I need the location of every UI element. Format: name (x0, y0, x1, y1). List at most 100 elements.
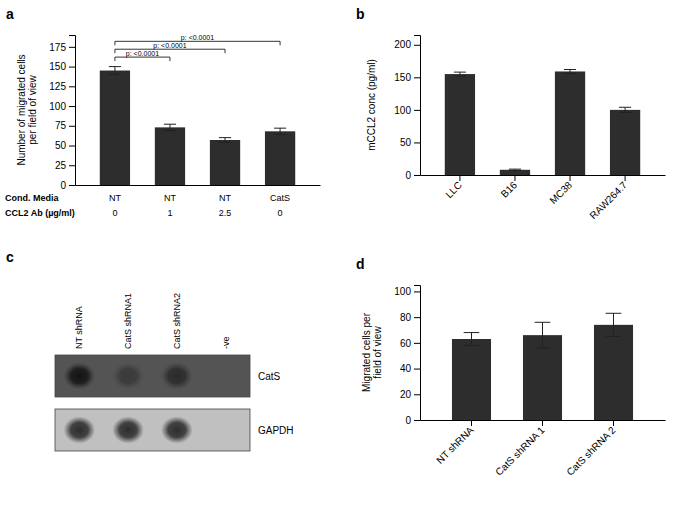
y-tick-mark (414, 45, 420, 46)
bar (100, 71, 130, 185)
error-bar-stem (570, 70, 571, 74)
y-tick: 0 (405, 415, 420, 426)
y-axis: 0 20 40 60 80 100 (394, 286, 420, 426)
y-tick: 100 (49, 101, 75, 112)
lane-label: CatS shRNA2 (172, 293, 182, 349)
error-bar-cap (274, 128, 286, 129)
error-bar (509, 169, 521, 170)
y-tick-label: 125 (49, 81, 66, 92)
y-tick: 175 (49, 42, 75, 53)
table-row-label: Cond. Media (5, 193, 59, 203)
y-tick-label: 150 (394, 72, 411, 83)
y-tick: 20 (400, 389, 420, 400)
x-axis (76, 185, 321, 186)
table-cell: 0 (278, 208, 283, 218)
x-axis-line (76, 185, 321, 186)
marks (445, 70, 640, 175)
y-tick: 80 (400, 312, 420, 323)
y-tick: 0 (405, 170, 420, 181)
y-axis: 050100150200 (394, 36, 420, 181)
band (112, 362, 144, 389)
error-bar-cap (164, 130, 176, 131)
x-tick-mark (459, 175, 460, 181)
y-tick-mark (69, 185, 75, 186)
y-tick-label: 40 (400, 363, 412, 374)
panel: CatSGAPDHNT shRNACatS shRNA1CatS shRNA2-… (55, 293, 294, 451)
error-bar-cap (219, 137, 231, 138)
y-axis-line (414, 36, 421, 176)
error-bar-stem (280, 128, 281, 134)
y-tick-mark (414, 110, 420, 111)
x-tick-label: B16 (499, 179, 520, 200)
error-bar-stem (169, 124, 170, 130)
error-bar-cap (464, 332, 480, 333)
bar (555, 71, 585, 175)
x-tick-label: NT shRNA (434, 424, 476, 466)
y-tick-mark (69, 86, 75, 87)
error-bar (619, 107, 631, 112)
y-tick: 150 (394, 72, 420, 83)
bracket-line (115, 49, 225, 53)
error-bar-stem (459, 72, 460, 76)
y-tick-mark (69, 47, 75, 48)
table-cell: 1 (167, 208, 172, 218)
y-tick-label: 200 (394, 39, 411, 50)
y-tick-mark (414, 142, 420, 143)
y-tick-mark (69, 165, 75, 166)
y-tick: 60 (400, 338, 420, 349)
table-cell: NT (164, 193, 176, 203)
row-label: GAPDH (258, 425, 294, 436)
y-tick: 40 (400, 363, 420, 374)
panel-label: c (6, 249, 14, 265)
significance-bracket: p: <0.0001 (115, 42, 225, 54)
bar (265, 131, 295, 185)
bracket-label: p: <0.0001 (126, 50, 159, 58)
bar (610, 110, 640, 175)
x-tick-label: RAW264.7 (588, 179, 630, 221)
x-tick-label: LLC (443, 179, 464, 200)
y-tick-label: 50 (55, 140, 67, 151)
bands (64, 362, 242, 389)
significance-bracket: p: <0.0001 (115, 34, 280, 46)
x-tick-mark (570, 175, 571, 181)
error-bar-cap (109, 74, 121, 75)
table-cell: NT (219, 193, 231, 203)
y-tick-label: 100 (394, 286, 411, 297)
y-tick-label: 100 (49, 101, 66, 112)
figure: 0255075100125150175Number of migrated ce… (0, 0, 680, 509)
y-axis-title-line: Number of migrated cells (16, 54, 27, 165)
y-tick: 150 (49, 61, 75, 72)
error-bar-stem (114, 67, 115, 75)
y-axis-line (414, 286, 421, 421)
bracket-label: p: <0.0001 (153, 42, 186, 50)
error-bar-cap (509, 170, 521, 171)
y-tick: 25 (55, 160, 75, 171)
y-tick-mark (414, 317, 420, 318)
table-cell: 0 (112, 208, 117, 218)
y-tick-label: 175 (49, 42, 66, 53)
x-tick: LLC (443, 175, 464, 200)
error-bar-cap (564, 69, 576, 70)
x-tick: RAW264.7 (588, 175, 630, 221)
bar (500, 170, 530, 175)
error-bar (535, 322, 551, 348)
error-bar-cap (109, 66, 121, 67)
error-bar-stem (225, 138, 226, 143)
band (161, 416, 193, 443)
y-tick: 100 (394, 105, 420, 116)
bracket-line (115, 41, 280, 45)
error-bar-cap (454, 76, 466, 77)
error-bar-cap (535, 322, 551, 323)
y-tick: 125 (49, 81, 75, 92)
y-tick-mark (69, 146, 75, 147)
table-cell: NT (109, 193, 121, 203)
table-row-label: CCL2 Ab (µg/ml) (5, 208, 75, 218)
y-tick-mark (69, 126, 75, 127)
panel-label: a (6, 6, 14, 22)
lane-label: -ve (221, 336, 231, 349)
y-axis-title: Migrated cells perfield of view (361, 312, 383, 392)
bar (452, 339, 491, 420)
band (64, 416, 96, 443)
bar (523, 335, 562, 420)
error-bar-cap (535, 348, 551, 349)
